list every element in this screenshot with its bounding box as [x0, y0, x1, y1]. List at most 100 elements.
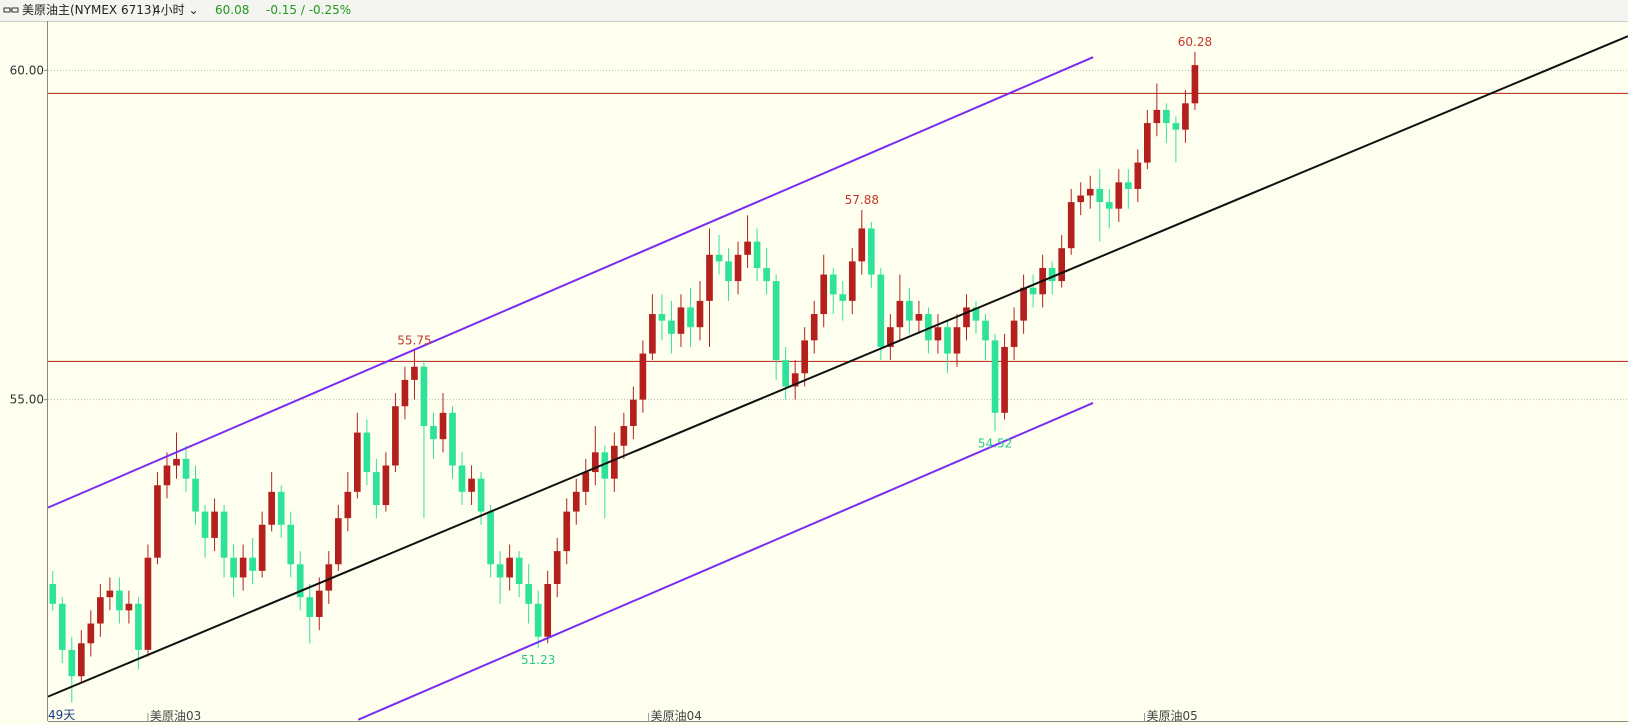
x-tick-label: 美原油04	[651, 709, 702, 723]
candle-body	[154, 485, 161, 558]
candle-body	[334, 518, 342, 565]
candle-body	[534, 603, 542, 637]
candle-body	[201, 511, 209, 538]
candle-body	[1153, 109, 1161, 124]
candle-body	[620, 425, 628, 446]
candle-body	[1020, 287, 1027, 321]
candle-body	[344, 491, 352, 519]
trend-line	[47, 35, 1628, 698]
candle-body	[296, 564, 304, 598]
candle-body	[230, 557, 237, 578]
candle-body	[392, 406, 399, 466]
candle-body	[58, 603, 66, 650]
candle-body	[306, 597, 314, 617]
candle-body	[1144, 123, 1151, 163]
candle-body	[639, 353, 647, 400]
candle-body	[182, 458, 190, 479]
candle-body	[982, 320, 989, 341]
candle-body	[668, 320, 675, 334]
candle-body	[867, 228, 875, 275]
change: -0.15 / -0.25%	[266, 3, 352, 17]
candle-body	[582, 472, 590, 492]
price-label: 57.88	[845, 193, 879, 207]
candle-body	[801, 340, 809, 374]
trend-line	[47, 56, 1094, 509]
candle-body	[173, 458, 180, 466]
candle-body	[458, 465, 466, 492]
candle-body	[772, 281, 780, 361]
candle-body	[287, 524, 295, 565]
y-tick-label: 60.00	[10, 63, 44, 77]
candle-body	[896, 300, 904, 328]
candle-body	[630, 399, 637, 426]
candle-body	[163, 465, 171, 486]
price-label: 60.28	[1178, 35, 1212, 49]
candle-body	[135, 603, 142, 650]
candle-body	[572, 491, 580, 512]
candle-body	[734, 254, 742, 282]
candle-body	[915, 314, 923, 321]
period: 4小时	[153, 3, 185, 17]
candle-body	[1048, 267, 1056, 282]
price: 60.08	[215, 3, 250, 17]
candle-body	[220, 511, 228, 558]
candle-body	[325, 564, 333, 591]
candle-body	[97, 597, 104, 624]
candle-body	[449, 412, 456, 466]
candle-body	[496, 564, 504, 578]
candle-body	[972, 307, 980, 321]
candle-body	[696, 300, 704, 328]
candle-body	[1077, 195, 1085, 203]
candle-body	[354, 432, 361, 492]
candle-body	[553, 551, 561, 585]
candle-body	[715, 254, 723, 262]
candle-body	[468, 478, 475, 492]
candle-body	[1115, 182, 1123, 209]
candle-body	[192, 478, 199, 512]
candle-body	[515, 557, 523, 585]
candle-body	[116, 590, 123, 611]
candle-body	[1001, 346, 1008, 413]
candle-body	[315, 590, 323, 617]
candle-body	[382, 465, 390, 506]
candle-body	[1134, 162, 1142, 189]
x-tick-label: 美原油03	[150, 709, 201, 723]
price-label: 55.75	[397, 333, 431, 347]
candle-body	[658, 314, 666, 321]
candle-body	[763, 267, 770, 282]
candle-body	[944, 327, 951, 354]
candle-body	[277, 491, 285, 525]
candle-body	[677, 307, 685, 334]
candle-body	[401, 379, 409, 407]
candle-body	[601, 452, 609, 479]
candle-body	[363, 432, 371, 473]
title: 美原油主(NYMEX 6713)	[22, 3, 157, 17]
candle-body	[106, 590, 114, 598]
candle-body	[839, 294, 847, 301]
candle-body	[77, 643, 85, 677]
candle-body	[858, 228, 866, 262]
candle-body	[506, 557, 513, 578]
candle-body	[49, 584, 57, 604]
candle-body	[591, 452, 599, 473]
candle-body	[649, 314, 656, 354]
candle-body	[1182, 103, 1189, 130]
candle-body	[1124, 182, 1132, 189]
candle-body	[963, 307, 970, 328]
period-select[interactable]: 4小时 ⌄	[153, 3, 199, 17]
candle-body	[268, 491, 276, 525]
candle-body	[925, 314, 932, 341]
candle-body	[877, 274, 885, 347]
candle-body	[782, 360, 789, 387]
period-label: 49天	[48, 708, 75, 722]
candle-body	[610, 445, 618, 479]
candle-body	[430, 425, 437, 440]
candle-body	[487, 511, 494, 565]
candle-body	[1172, 123, 1180, 130]
x-tick-label: 美原油05	[1146, 709, 1197, 723]
candle-body	[706, 254, 713, 301]
candle-body	[1029, 287, 1037, 295]
candle-body	[1105, 202, 1113, 209]
candle-body	[144, 557, 152, 650]
candle-body	[68, 649, 76, 677]
